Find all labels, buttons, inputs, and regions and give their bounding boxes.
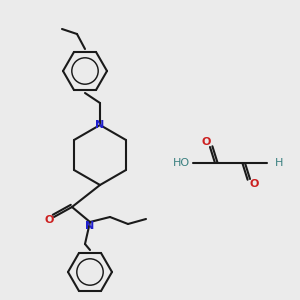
Text: O: O <box>249 179 259 189</box>
Text: N: N <box>95 120 105 130</box>
Text: O: O <box>201 137 211 147</box>
Text: N: N <box>85 221 94 231</box>
Text: H: H <box>275 158 283 168</box>
Text: HO: HO <box>172 158 190 168</box>
Text: O: O <box>44 215 54 225</box>
